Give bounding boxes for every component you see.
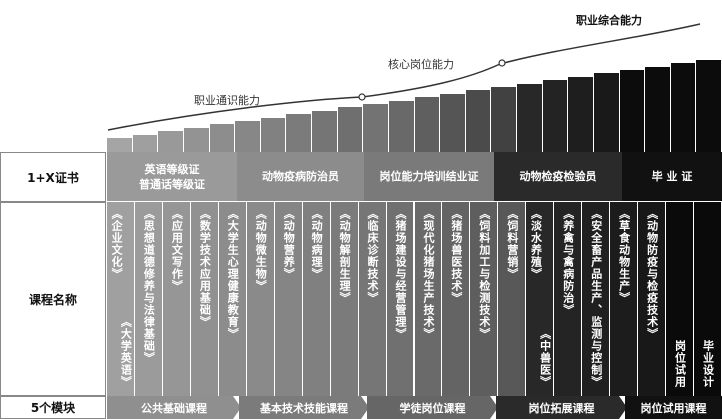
- course-column: 《猪场兽医技术》: [442, 202, 471, 396]
- cert-line: 动物检疫检验员: [519, 170, 597, 183]
- course-name: 《饲料营销》: [505, 208, 519, 280]
- course-column: 《动物病理》: [302, 202, 331, 396]
- ability-curve-line: [107, 23, 701, 131]
- course-column: 《淡水养殖》《中兽医》: [526, 202, 555, 396]
- cert-job-training: 岗位能力培训结业证: [364, 152, 494, 201]
- course-column: 《企业文化》《大学英语》: [107, 202, 135, 396]
- ability-step-bar: [337, 107, 364, 152]
- cert-line: 动物疫病防治员: [262, 170, 339, 183]
- ability-step-bar: [465, 90, 492, 152]
- cert-line: 毕 业 证: [651, 170, 693, 183]
- course-column: 《安全畜产品生产、监测与控制》: [582, 202, 611, 396]
- row-label-modules: 5个模块: [0, 396, 106, 419]
- course-name: 《思想道德修养与法律基础》: [142, 208, 156, 364]
- row-label-courses: 课程名称: [0, 202, 106, 396]
- ability-curve: [107, 23, 701, 131]
- ability-step-bar: [517, 83, 543, 152]
- course-name: 《养禽与禽病防治》: [561, 208, 575, 316]
- course-name: 《动物防疫与检疫技术》: [645, 208, 659, 340]
- course-column: 《猪场建设与经营管理》: [386, 202, 415, 396]
- cert-animal-disease-control: 动物疫病防治员: [237, 152, 364, 201]
- course-name: 《动物解剖生理》: [338, 208, 352, 304]
- course-column: 《动物营养》: [274, 202, 303, 396]
- cert-line: 英语等级证: [144, 162, 200, 176]
- course-column: 《养禽与禽病防治》: [554, 202, 583, 396]
- ability-step-bar: [696, 59, 722, 152]
- cert-line: 普通话等级证: [139, 177, 205, 191]
- row-label-cert: 1+X证书: [0, 152, 106, 202]
- course-name: 《应用文写作》: [170, 208, 184, 292]
- course-name: 毕业设计: [701, 340, 715, 388]
- course-name: 《动物微生物》: [254, 208, 268, 292]
- level-general-label: 职业通识能力: [194, 94, 260, 107]
- curve-marker-comprehensive: [498, 59, 506, 67]
- course-column: 《思想道德修养与法律基础》: [134, 202, 163, 396]
- course-column: 《动物微生物》: [246, 202, 275, 396]
- course-column: 《饲料加工与检测技术》: [470, 202, 499, 396]
- course-name: 《临床诊断技术》: [366, 208, 380, 304]
- course-name: 岗位试用: [673, 340, 687, 388]
- ability-step-bar: [440, 93, 466, 152]
- module-basic-skills: 基本技术技能课程: [239, 396, 369, 419]
- ability-step-bar: [542, 80, 569, 152]
- module-public-basic: 公共基础课程: [107, 396, 241, 419]
- ability-step-bar: [388, 100, 415, 152]
- ability-step-bar: [619, 70, 646, 152]
- course-name: 《动物营养》: [282, 208, 296, 280]
- course-column: 《饲料营销》: [498, 202, 527, 396]
- course-name: 《大学生心理健康教育》: [226, 208, 240, 340]
- ability-step-bar: [158, 131, 184, 152]
- module-apprentice: 学徒岗位课程: [367, 396, 498, 419]
- module-trial: 岗位试用课程: [625, 396, 722, 419]
- course-column: 《数学技术应用基础》: [190, 202, 219, 396]
- ability-step-bar: [593, 73, 620, 152]
- ability-step-bar: [183, 127, 210, 152]
- cert-graduation: 毕 业 证: [622, 152, 722, 201]
- course-name-secondary: 《中兽医》: [538, 328, 552, 388]
- cert-animal-quarantine: 动物检疫检验员: [494, 152, 622, 201]
- ability-step-bar: [209, 124, 236, 152]
- course-column: 《现代化猪场生产技术》: [414, 202, 443, 396]
- cert-english-putonghua: 英语等级证 普通话等级证: [107, 152, 237, 201]
- level-comprehensive-label: 职业综合能力: [576, 14, 642, 27]
- ability-step-bar: [491, 87, 517, 152]
- ability-step-bar: [286, 114, 312, 152]
- course-name: 《草食动物生产》: [617, 208, 631, 304]
- course-column: 《动物防疫与检疫技术》: [638, 202, 667, 396]
- ability-step-bar: [235, 121, 261, 152]
- course-name: 《猪场建设与经营管理》: [394, 208, 407, 340]
- ability-step-bar: [645, 66, 671, 152]
- ability-step-bar: [107, 138, 133, 152]
- module-expansion: 岗位拓展课程: [496, 396, 627, 419]
- ability-step-bar: [312, 110, 338, 152]
- course-column: 《大学生心理健康教育》: [218, 202, 247, 396]
- ability-step-bar: [670, 63, 697, 152]
- course-name: 《企业文化》: [110, 208, 124, 280]
- course-name: 《饲料加工与检测技术》: [477, 208, 491, 340]
- course-column: 《草食动物生产》: [610, 202, 639, 396]
- course-name: 《数学技术应用基础》: [198, 208, 212, 328]
- course-name: 《安全畜产品生产、监测与控制》: [589, 208, 603, 388]
- course-name: 《动物病理》: [310, 208, 324, 280]
- curve-marker-core: [358, 93, 366, 101]
- level-core-label: 核心岗位能力: [388, 58, 454, 71]
- course-column: 岗位试用: [666, 202, 695, 396]
- course-column: 毕业设计: [694, 202, 722, 396]
- ability-step-bar: [132, 134, 159, 152]
- ability-step-bar: [568, 76, 594, 152]
- course-name-secondary: 《大学英语》: [119, 316, 133, 388]
- course-column: 《应用文写作》: [162, 202, 191, 396]
- cert-line: 岗位能力培训结业证: [379, 170, 479, 183]
- course-column: 《临床诊断技术》: [358, 202, 387, 396]
- ability-step-bar: [414, 97, 441, 152]
- course-name: 《淡水养殖》: [529, 208, 543, 280]
- course-name: 《猪场兽医技术》: [449, 208, 463, 304]
- course-column: 《动物解剖生理》: [330, 202, 359, 396]
- ability-step-bar: [363, 104, 389, 152]
- ability-step-bar: [260, 117, 287, 152]
- course-name: 《现代化猪场生产技术》: [421, 208, 435, 340]
